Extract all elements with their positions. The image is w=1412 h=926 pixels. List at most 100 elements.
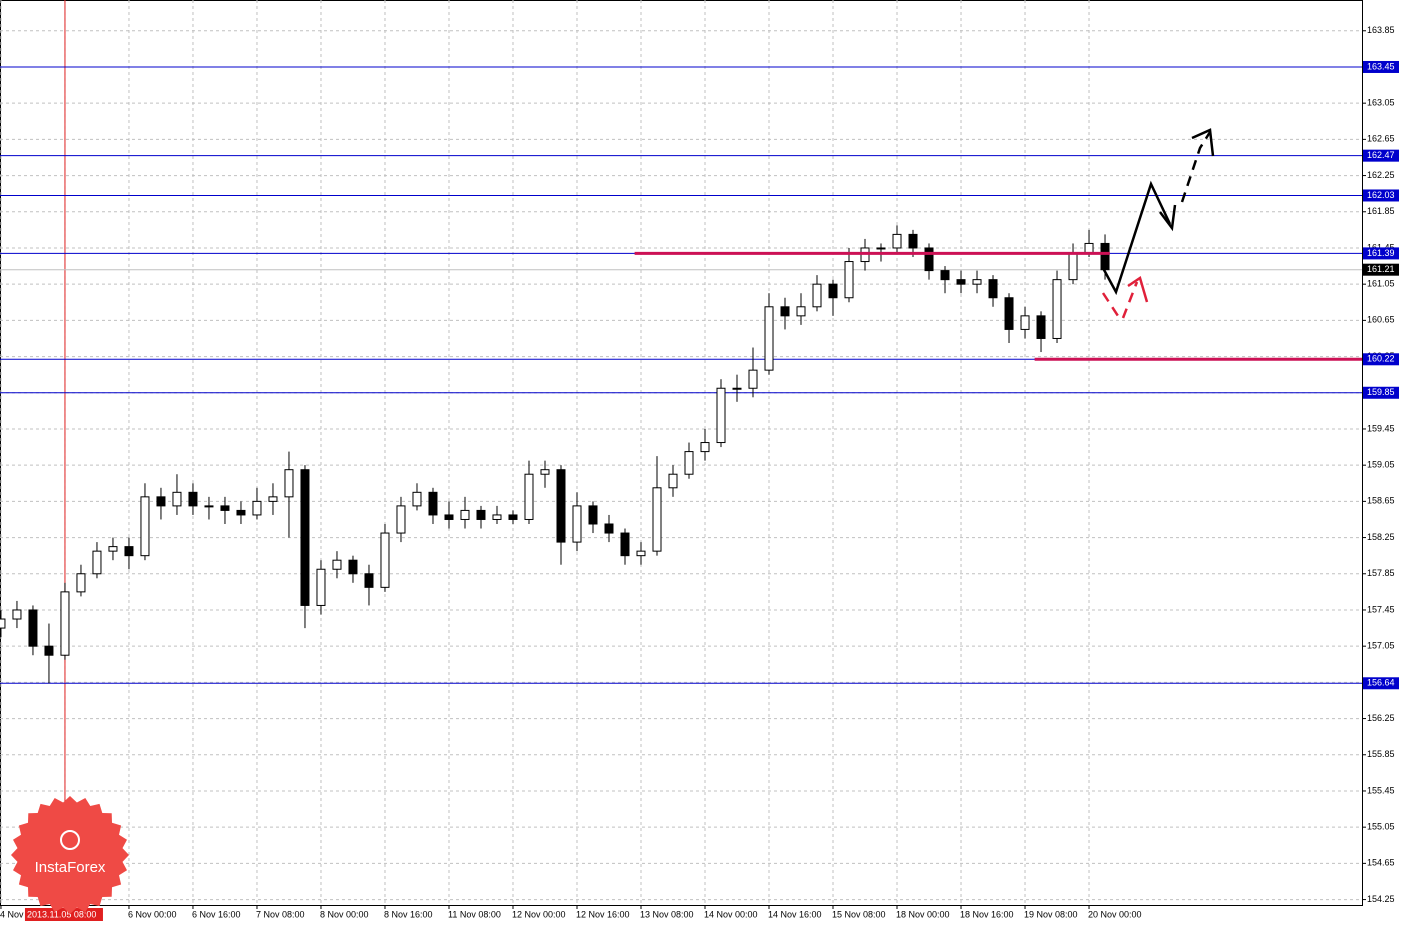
candle-body bbox=[124, 546, 134, 557]
candle-body bbox=[844, 261, 854, 299]
y-tick-label: 162.65 bbox=[1367, 134, 1395, 144]
candle-body bbox=[60, 591, 70, 656]
candle-body bbox=[684, 451, 694, 475]
candle-body bbox=[620, 532, 630, 557]
candle-body bbox=[588, 505, 598, 525]
x-tick-label: 18 Nov 16:00 bbox=[960, 909, 1014, 919]
y-tick-label: 163.85 bbox=[1367, 25, 1395, 35]
candle-body bbox=[444, 514, 454, 520]
level-label-box bbox=[1363, 353, 1399, 366]
current-price-label: 161.21 bbox=[1367, 264, 1395, 274]
candle-body bbox=[28, 609, 38, 647]
level-label-box bbox=[1363, 386, 1399, 399]
candle-body bbox=[780, 306, 790, 317]
x-tick-label: 14 Nov 00:00 bbox=[704, 909, 758, 919]
candle-body bbox=[1036, 315, 1046, 339]
x-tick-label: 14 Nov 16:00 bbox=[768, 909, 822, 919]
candle-body bbox=[764, 306, 774, 371]
logo-text: InstaForex bbox=[35, 859, 106, 876]
candle-body bbox=[956, 279, 966, 285]
x-tick-label: 8 Nov 16:00 bbox=[384, 909, 433, 919]
candle-body bbox=[1052, 279, 1062, 339]
level-label: 159.85 bbox=[1367, 387, 1395, 397]
candle-body bbox=[508, 514, 518, 520]
x-tick-label: 6 Nov 16:00 bbox=[192, 909, 241, 919]
level-label: 163.45 bbox=[1367, 61, 1395, 71]
y-tick-label: 155.05 bbox=[1367, 822, 1395, 832]
y-tick-label: 161.05 bbox=[1367, 279, 1395, 289]
x-tick-label: 15 Nov 08:00 bbox=[832, 909, 886, 919]
forecast-path-dashed bbox=[1180, 131, 1212, 203]
y-tick-label: 159.05 bbox=[1367, 460, 1395, 470]
candle-body bbox=[1084, 242, 1094, 253]
candle-body bbox=[668, 473, 678, 489]
level-label: 156.64 bbox=[1367, 678, 1395, 688]
logo-icon bbox=[60, 830, 80, 850]
candle-body bbox=[524, 473, 534, 520]
candle-body bbox=[188, 491, 198, 507]
candle-body bbox=[972, 279, 982, 285]
y-tick-label: 157.85 bbox=[1367, 568, 1395, 578]
candle-body bbox=[220, 505, 230, 511]
level-label: 162.47 bbox=[1367, 150, 1395, 160]
candle-body bbox=[652, 487, 662, 552]
candle-body bbox=[732, 387, 742, 390]
candle-body bbox=[0, 618, 6, 629]
candle-body bbox=[108, 546, 118, 552]
candle-body bbox=[700, 442, 710, 453]
candle-body bbox=[44, 645, 54, 656]
candle-body bbox=[172, 491, 182, 507]
candle-body bbox=[140, 496, 150, 557]
y-tick-label: 158.25 bbox=[1367, 532, 1395, 542]
candle-body bbox=[988, 279, 998, 299]
candle-body bbox=[1020, 315, 1030, 330]
y-tick-label: 163.05 bbox=[1367, 98, 1395, 108]
candle-body bbox=[76, 573, 86, 593]
candle-body bbox=[12, 609, 22, 620]
candle-body bbox=[300, 469, 310, 606]
candle-body bbox=[828, 283, 838, 299]
candle-body bbox=[156, 496, 166, 507]
candle-body bbox=[636, 550, 646, 557]
candle-body bbox=[284, 469, 294, 498]
arrow-head bbox=[1191, 128, 1215, 157]
level-label: 161.39 bbox=[1367, 248, 1395, 258]
candle-body bbox=[492, 514, 502, 520]
candle-body bbox=[396, 505, 406, 534]
candle-body bbox=[908, 233, 918, 249]
x-tick-label: 12 Nov 16:00 bbox=[576, 909, 630, 919]
candle-body bbox=[940, 270, 950, 281]
candle-body bbox=[540, 469, 550, 475]
level-label-box bbox=[1363, 189, 1399, 202]
y-tick-label: 160.65 bbox=[1367, 315, 1395, 325]
plot-frame bbox=[0, 0, 1363, 906]
candle-body bbox=[812, 283, 822, 308]
x-tick-label: 2013.11.05 08:00 bbox=[27, 909, 96, 919]
candle-body bbox=[716, 387, 726, 444]
candle-body bbox=[236, 509, 246, 516]
candle-body bbox=[556, 469, 566, 543]
level-label-box bbox=[1363, 247, 1399, 260]
candle-body bbox=[412, 491, 422, 507]
y-tick-label: 157.05 bbox=[1367, 641, 1395, 651]
candle-body bbox=[268, 496, 278, 502]
candle-body bbox=[252, 500, 262, 516]
x-tick-label: 6 Nov 00:00 bbox=[128, 909, 177, 919]
y-tick-label: 162.25 bbox=[1367, 170, 1395, 180]
x-tick-label: 13 Nov 08:00 bbox=[640, 909, 694, 919]
y-tick-label: 155.45 bbox=[1367, 785, 1395, 795]
level-label-box bbox=[1363, 60, 1399, 73]
candle-body bbox=[924, 247, 934, 272]
logo-badge bbox=[11, 796, 129, 914]
candle-body bbox=[1100, 242, 1110, 271]
x-tick-label: 20 Nov 00:00 bbox=[1088, 909, 1142, 919]
candle-body bbox=[876, 247, 886, 250]
x-tick-label: 4 Nov bbox=[0, 909, 24, 919]
candle-body bbox=[92, 550, 102, 575]
y-tick-label: 158.65 bbox=[1367, 496, 1395, 506]
level-label-box bbox=[1363, 149, 1399, 162]
candle-body bbox=[476, 509, 486, 520]
alt-forecast-path bbox=[1101, 281, 1139, 319]
